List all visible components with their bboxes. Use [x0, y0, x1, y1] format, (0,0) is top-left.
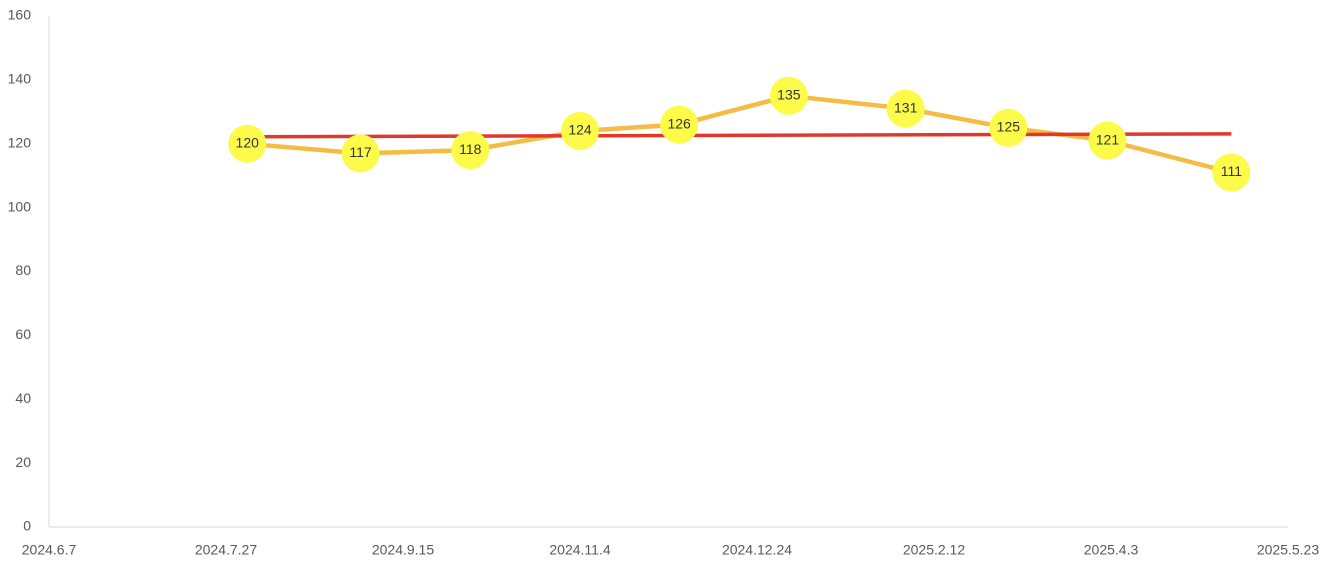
marker	[451, 131, 490, 170]
data-label: 131	[894, 99, 918, 115]
y-tick-label: 60	[15, 326, 31, 342]
data-label: 124	[568, 122, 592, 138]
x-tick-label: 2024.12.24	[722, 542, 792, 558]
data-label: 118	[459, 141, 482, 157]
y-tick-label: 160	[8, 7, 32, 23]
data-label: 117	[349, 144, 372, 160]
data-label: 126	[667, 115, 691, 131]
marker	[561, 111, 599, 150]
x-tick-label: 2024.6.7	[22, 542, 77, 558]
marker	[1212, 153, 1251, 192]
x-tick-label: 2024.9.15	[372, 542, 434, 558]
marker	[769, 76, 808, 115]
marker	[228, 124, 267, 163]
x-tick-label: 2025.5.23	[1257, 542, 1319, 558]
data-label: 135	[777, 87, 801, 103]
marker	[989, 108, 1028, 147]
line	[247, 132, 1232, 139]
y-tick-label: 0	[23, 518, 31, 534]
y-tick-label: 20	[15, 454, 31, 470]
x-tick-label: 2024.11.4	[549, 542, 610, 558]
y-tick-label: 120	[8, 134, 32, 150]
x-tick-label: 2024.7.27	[195, 542, 257, 558]
y-tick-label: 40	[15, 390, 31, 406]
data-label: 125	[997, 118, 1021, 134]
marker	[886, 89, 925, 128]
x-tick-label: 2025.4.3	[1084, 542, 1139, 558]
y-tick-label: 80	[15, 262, 31, 278]
x-tick-label: 2025.2.12	[903, 542, 965, 558]
y-tick-label: 140	[8, 71, 32, 87]
marker	[341, 134, 380, 173]
data-label: 111	[1221, 163, 1242, 179]
y-tick-label: 100	[8, 198, 32, 214]
data-label: 120	[236, 134, 260, 150]
data-label: 121	[1096, 131, 1120, 147]
marker	[660, 105, 699, 144]
marker	[1088, 121, 1127, 160]
